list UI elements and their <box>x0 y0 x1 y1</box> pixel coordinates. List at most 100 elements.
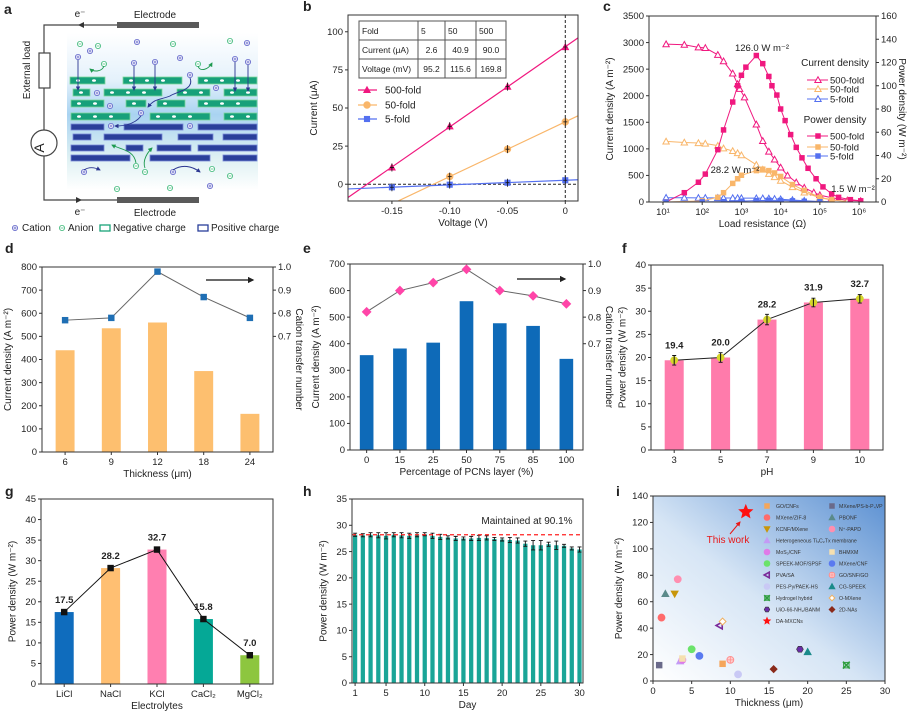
data-point <box>713 50 722 58</box>
y-tick-label: 20 <box>637 650 648 661</box>
plot-frame <box>650 264 884 451</box>
legend-label: Cation <box>22 223 51 234</box>
data-point-12 <box>154 268 161 275</box>
positive-charge-nanosheet <box>125 144 144 152</box>
data-point <box>777 106 784 112</box>
y-tick-label: 200 <box>21 401 37 412</box>
error-bar <box>389 183 394 192</box>
legend-label: O-MXene <box>839 596 861 602</box>
x-tick-label: 0 <box>650 686 655 697</box>
peak-annotation: 28.2 W m⁻² <box>711 165 760 176</box>
bar-3 <box>664 360 684 450</box>
legend-label: 50-fold <box>385 101 416 112</box>
peak-annotation: 126.0 W m⁻² <box>735 43 789 54</box>
y-tick-label: 50 <box>332 103 343 114</box>
data-point <box>771 170 778 176</box>
panel-label-e: e <box>303 240 311 256</box>
legend-marker <box>815 144 821 150</box>
negative-charge-nanosheet <box>122 76 183 85</box>
error-bar <box>500 537 505 542</box>
x-tick-label: 85 <box>528 455 539 466</box>
bar-day-17 <box>476 537 482 683</box>
error-bar <box>505 82 510 91</box>
y2-tick-label: 80 <box>881 104 892 115</box>
anion-migration-arrow-icon <box>143 147 153 169</box>
charge-dot <box>172 115 176 118</box>
charge-dot <box>110 91 114 94</box>
x-tick-label: 9 <box>811 455 816 466</box>
y-tick-label: 800 <box>21 262 37 273</box>
bar-day-7 <box>399 535 404 683</box>
cation-plus <box>82 170 86 174</box>
data-point <box>753 52 760 59</box>
data-point <box>694 138 703 147</box>
cation-plus <box>95 91 99 95</box>
y2-tick-label: 0.9 <box>278 285 291 296</box>
table-cell: Voltage (mV) <box>362 64 411 74</box>
data-point-MXene/ZIF-8 <box>657 613 666 622</box>
charge-dot <box>93 102 97 105</box>
plot-marks <box>54 546 260 684</box>
data-point-GO/CNFs <box>719 660 726 668</box>
plot-frame <box>652 495 886 682</box>
error-bar <box>461 536 466 541</box>
data-point-18 <box>200 293 207 301</box>
legend-marker-O-MXene <box>828 594 836 602</box>
cation-plus <box>178 56 182 60</box>
charge-dot <box>230 115 234 118</box>
data-point <box>680 193 689 201</box>
legend-label: MoS₂/CNF <box>776 550 801 556</box>
x-tick-label: 100 <box>558 455 574 466</box>
error-bar <box>531 540 536 551</box>
y-tick-label: 20 <box>635 353 646 364</box>
data-point-2D-NAs <box>769 665 778 674</box>
x-tick-label: 10² <box>695 207 709 218</box>
legend-label: KCNF/MXene <box>776 527 808 533</box>
cation-plus <box>108 104 112 108</box>
error-bar <box>484 535 489 541</box>
y-tick-label: 0 <box>342 678 347 689</box>
bar-KCl <box>147 549 167 684</box>
x-axis-label: Electrolytes <box>131 701 183 712</box>
bar-MgCl₂ <box>240 655 260 684</box>
chart-panel-d: d 0 100 200 300 400 500 600 700 800 Current densit… <box>3 240 304 480</box>
bar-day-12 <box>438 536 443 683</box>
data-label: 31.9 <box>804 282 823 293</box>
data-point-NaCl <box>107 564 114 572</box>
data-point <box>720 189 727 196</box>
bar-day-1 <box>352 534 358 683</box>
error-bar <box>563 117 568 126</box>
data-point <box>729 180 736 187</box>
error-bar <box>507 536 512 544</box>
positive-charge-nanosheet <box>197 144 258 152</box>
data-point <box>770 172 779 181</box>
panel-label-i: i <box>616 483 620 499</box>
data-point-85 <box>528 290 538 301</box>
error-bar <box>538 540 543 551</box>
data-point <box>857 198 864 202</box>
charge-dot <box>246 115 250 118</box>
bar-day-18 <box>484 537 489 683</box>
external-load-resistor-icon <box>38 52 51 89</box>
data-point <box>734 176 741 182</box>
x-tick-label: 10 <box>419 688 430 699</box>
charge-dot <box>77 102 81 105</box>
error-bar <box>505 145 510 154</box>
data-point <box>847 196 854 202</box>
data-point <box>680 138 689 146</box>
y-tick-label: 600 <box>329 286 345 297</box>
data-table: Fold 5 50 500 Current (μA) 2.6 40.9 90.0 Voltage… <box>358 20 507 79</box>
legend-marker-Hydrogel hybrid-x <box>763 594 771 602</box>
top-electrode <box>117 22 199 28</box>
legend-label: 5-fold <box>830 152 854 163</box>
data-point <box>662 137 671 145</box>
legend-marker-2D-NAs <box>828 605 836 614</box>
legend-marker <box>813 94 823 103</box>
y-tick-label: 500 <box>329 312 345 323</box>
plot-frame <box>347 14 579 202</box>
legend-label: MXene/CNF <box>839 562 868 568</box>
data-point <box>694 43 703 51</box>
y2-tick-label: 1.0 <box>278 262 291 273</box>
bar-day-27 <box>554 545 559 683</box>
data-point <box>728 69 737 77</box>
